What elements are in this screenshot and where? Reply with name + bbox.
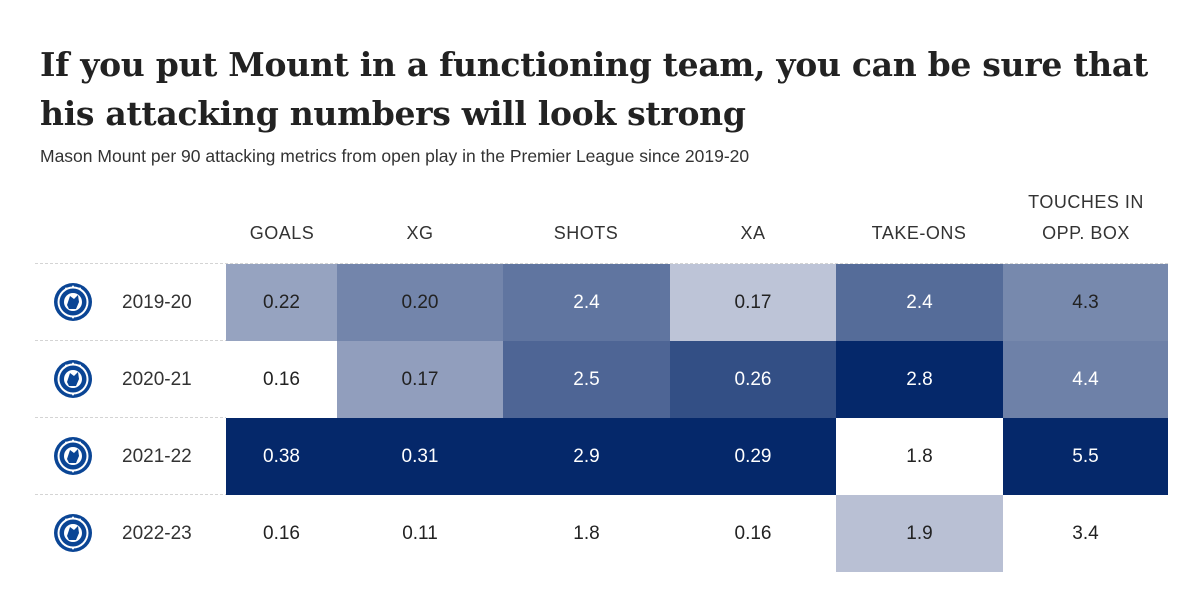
heat-cell-xg: 0.17 bbox=[337, 341, 503, 418]
heat-cell-shots: 1.8 bbox=[503, 495, 670, 572]
heat-cell-xa: 0.29 bbox=[670, 418, 836, 495]
chart-title: If you put Mount in a functioning team, … bbox=[40, 45, 1148, 133]
heat-cell-shots: 2.9 bbox=[503, 418, 670, 495]
heat-cell-xg: 0.31 bbox=[337, 418, 503, 495]
heat-cell-take-ons: 1.9 bbox=[836, 495, 1003, 572]
season-label: 2021-22 bbox=[122, 446, 192, 467]
heat-cell-xa: 0.26 bbox=[670, 341, 836, 418]
heat-cell-goals: 0.38 bbox=[226, 418, 337, 495]
heat-cell-touches-in: 4.4 bbox=[1003, 341, 1168, 418]
heat-cell-take-ons: 2.4 bbox=[836, 264, 1003, 341]
heat-cell-xa: 0.17 bbox=[670, 264, 836, 341]
heat-cell-goals: 0.22 bbox=[226, 264, 337, 341]
heat-cell-shots: 2.5 bbox=[503, 341, 670, 418]
season-label: 2020-21 bbox=[122, 369, 192, 390]
column-header-shots: SHOTS bbox=[553, 223, 619, 243]
chelsea-crest-icon bbox=[53, 436, 93, 476]
heat-cell-xg: 0.11 bbox=[337, 495, 503, 572]
chelsea-crest-icon bbox=[53, 282, 93, 322]
heat-cell-take-ons: 2.8 bbox=[836, 341, 1003, 418]
column-header-xg: XG bbox=[406, 223, 434, 243]
heat-cell-touches-in: 4.3 bbox=[1003, 264, 1168, 341]
season-label: 2022-23 bbox=[122, 523, 192, 544]
column-header-take-ons: TAKE-ONS bbox=[871, 223, 967, 243]
heat-cell-xg: 0.20 bbox=[337, 264, 503, 341]
heat-cell-touches-in: 5.5 bbox=[1003, 418, 1168, 495]
heat-cell-touches-in: 3.4 bbox=[1003, 495, 1168, 572]
heat-cell-take-ons: 1.8 bbox=[836, 418, 1003, 495]
chelsea-crest-icon bbox=[53, 359, 93, 399]
column-header-xa: XA bbox=[740, 223, 766, 243]
chart-subtitle: Mason Mount per 90 attacking metrics fro… bbox=[40, 146, 750, 166]
season-label: 2019-20 bbox=[122, 292, 192, 313]
heat-cell-xa: 0.16 bbox=[670, 495, 836, 572]
heat-cell-goals: 0.16 bbox=[226, 341, 337, 418]
column-header-touches-in: TOUCHES IN OPP. BOX bbox=[1028, 192, 1144, 243]
heat-cell-shots: 2.4 bbox=[503, 264, 670, 341]
chelsea-crest-icon bbox=[53, 513, 93, 553]
row-divider bbox=[35, 263, 1168, 264]
heat-cell-goals: 0.16 bbox=[226, 495, 337, 572]
column-header-goals: GOALS bbox=[249, 223, 315, 243]
